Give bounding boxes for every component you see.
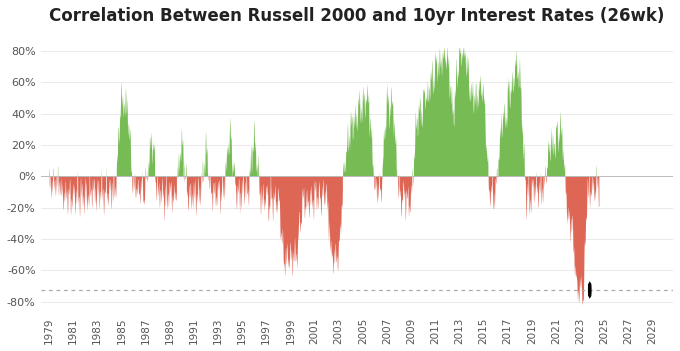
Title: Correlation Between Russell 2000 and 10yr Interest Rates (26wk): Correlation Between Russell 2000 and 10y…: [49, 7, 664, 25]
